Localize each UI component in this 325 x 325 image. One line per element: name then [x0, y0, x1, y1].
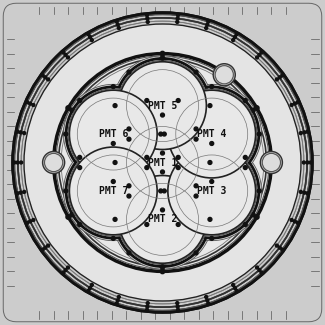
Circle shape	[176, 308, 179, 311]
Circle shape	[233, 35, 237, 38]
Circle shape	[257, 132, 261, 136]
Circle shape	[160, 228, 165, 233]
Circle shape	[306, 192, 309, 195]
Text: PMT 7: PMT 7	[98, 186, 128, 196]
Circle shape	[26, 221, 29, 224]
Circle shape	[260, 151, 282, 174]
Circle shape	[62, 51, 65, 54]
Circle shape	[113, 56, 212, 155]
Circle shape	[119, 62, 206, 150]
Circle shape	[303, 191, 306, 194]
Circle shape	[119, 119, 206, 206]
Circle shape	[146, 17, 149, 20]
Circle shape	[257, 189, 261, 193]
Circle shape	[232, 39, 235, 42]
Circle shape	[161, 208, 164, 212]
Circle shape	[290, 104, 293, 107]
Text: PMT 2: PMT 2	[148, 214, 177, 224]
Circle shape	[162, 189, 166, 193]
Circle shape	[194, 70, 198, 74]
Circle shape	[206, 23, 209, 26]
Circle shape	[258, 53, 261, 56]
Circle shape	[194, 184, 198, 188]
Circle shape	[41, 74, 44, 77]
Circle shape	[250, 108, 255, 113]
Circle shape	[117, 295, 120, 298]
Circle shape	[254, 215, 259, 219]
Circle shape	[26, 101, 29, 104]
Circle shape	[210, 142, 214, 145]
Circle shape	[176, 302, 179, 305]
Circle shape	[250, 212, 255, 217]
Circle shape	[13, 161, 16, 164]
Circle shape	[44, 76, 47, 79]
Circle shape	[117, 174, 208, 265]
Circle shape	[78, 98, 82, 102]
Circle shape	[302, 161, 305, 164]
Circle shape	[194, 194, 198, 198]
Circle shape	[166, 89, 257, 179]
Circle shape	[162, 141, 261, 240]
Circle shape	[306, 130, 309, 133]
Circle shape	[258, 269, 261, 272]
Circle shape	[232, 283, 235, 286]
Circle shape	[88, 35, 92, 38]
Circle shape	[260, 271, 263, 274]
Circle shape	[164, 144, 259, 238]
Circle shape	[176, 98, 180, 102]
Circle shape	[256, 266, 259, 269]
Circle shape	[115, 172, 210, 266]
Circle shape	[303, 131, 306, 134]
Circle shape	[160, 92, 165, 97]
Circle shape	[70, 90, 157, 178]
Circle shape	[210, 180, 214, 183]
Circle shape	[160, 264, 165, 269]
Circle shape	[62, 271, 65, 274]
Circle shape	[64, 84, 163, 184]
Circle shape	[161, 113, 164, 117]
Circle shape	[293, 220, 296, 223]
Text: PMT 5: PMT 5	[148, 101, 177, 111]
Circle shape	[111, 85, 115, 88]
Circle shape	[281, 74, 284, 77]
Circle shape	[256, 56, 259, 59]
Circle shape	[23, 132, 26, 135]
Circle shape	[113, 217, 117, 221]
Circle shape	[45, 153, 63, 172]
Circle shape	[66, 144, 161, 238]
Circle shape	[29, 220, 32, 223]
Circle shape	[275, 78, 278, 81]
Text: PMT 1: PMT 1	[148, 158, 177, 167]
Circle shape	[194, 251, 198, 255]
Circle shape	[19, 191, 22, 194]
Circle shape	[296, 101, 299, 104]
Circle shape	[205, 27, 208, 30]
Circle shape	[168, 90, 255, 178]
Circle shape	[262, 153, 280, 172]
Circle shape	[23, 190, 26, 193]
Circle shape	[127, 251, 131, 255]
Circle shape	[64, 53, 67, 56]
Circle shape	[210, 85, 214, 88]
Circle shape	[70, 108, 75, 113]
Circle shape	[146, 305, 149, 308]
Circle shape	[161, 151, 164, 155]
Circle shape	[90, 283, 93, 286]
Circle shape	[24, 24, 301, 301]
Circle shape	[116, 299, 119, 302]
Circle shape	[160, 56, 165, 61]
Circle shape	[168, 147, 255, 235]
Circle shape	[127, 194, 131, 198]
Circle shape	[176, 166, 180, 170]
Circle shape	[115, 20, 118, 23]
Circle shape	[290, 218, 293, 221]
Circle shape	[66, 106, 71, 110]
Circle shape	[207, 302, 210, 305]
Circle shape	[78, 166, 82, 170]
Circle shape	[117, 60, 208, 151]
Circle shape	[205, 295, 208, 298]
Circle shape	[208, 104, 212, 108]
Circle shape	[176, 223, 180, 227]
Circle shape	[19, 131, 22, 134]
